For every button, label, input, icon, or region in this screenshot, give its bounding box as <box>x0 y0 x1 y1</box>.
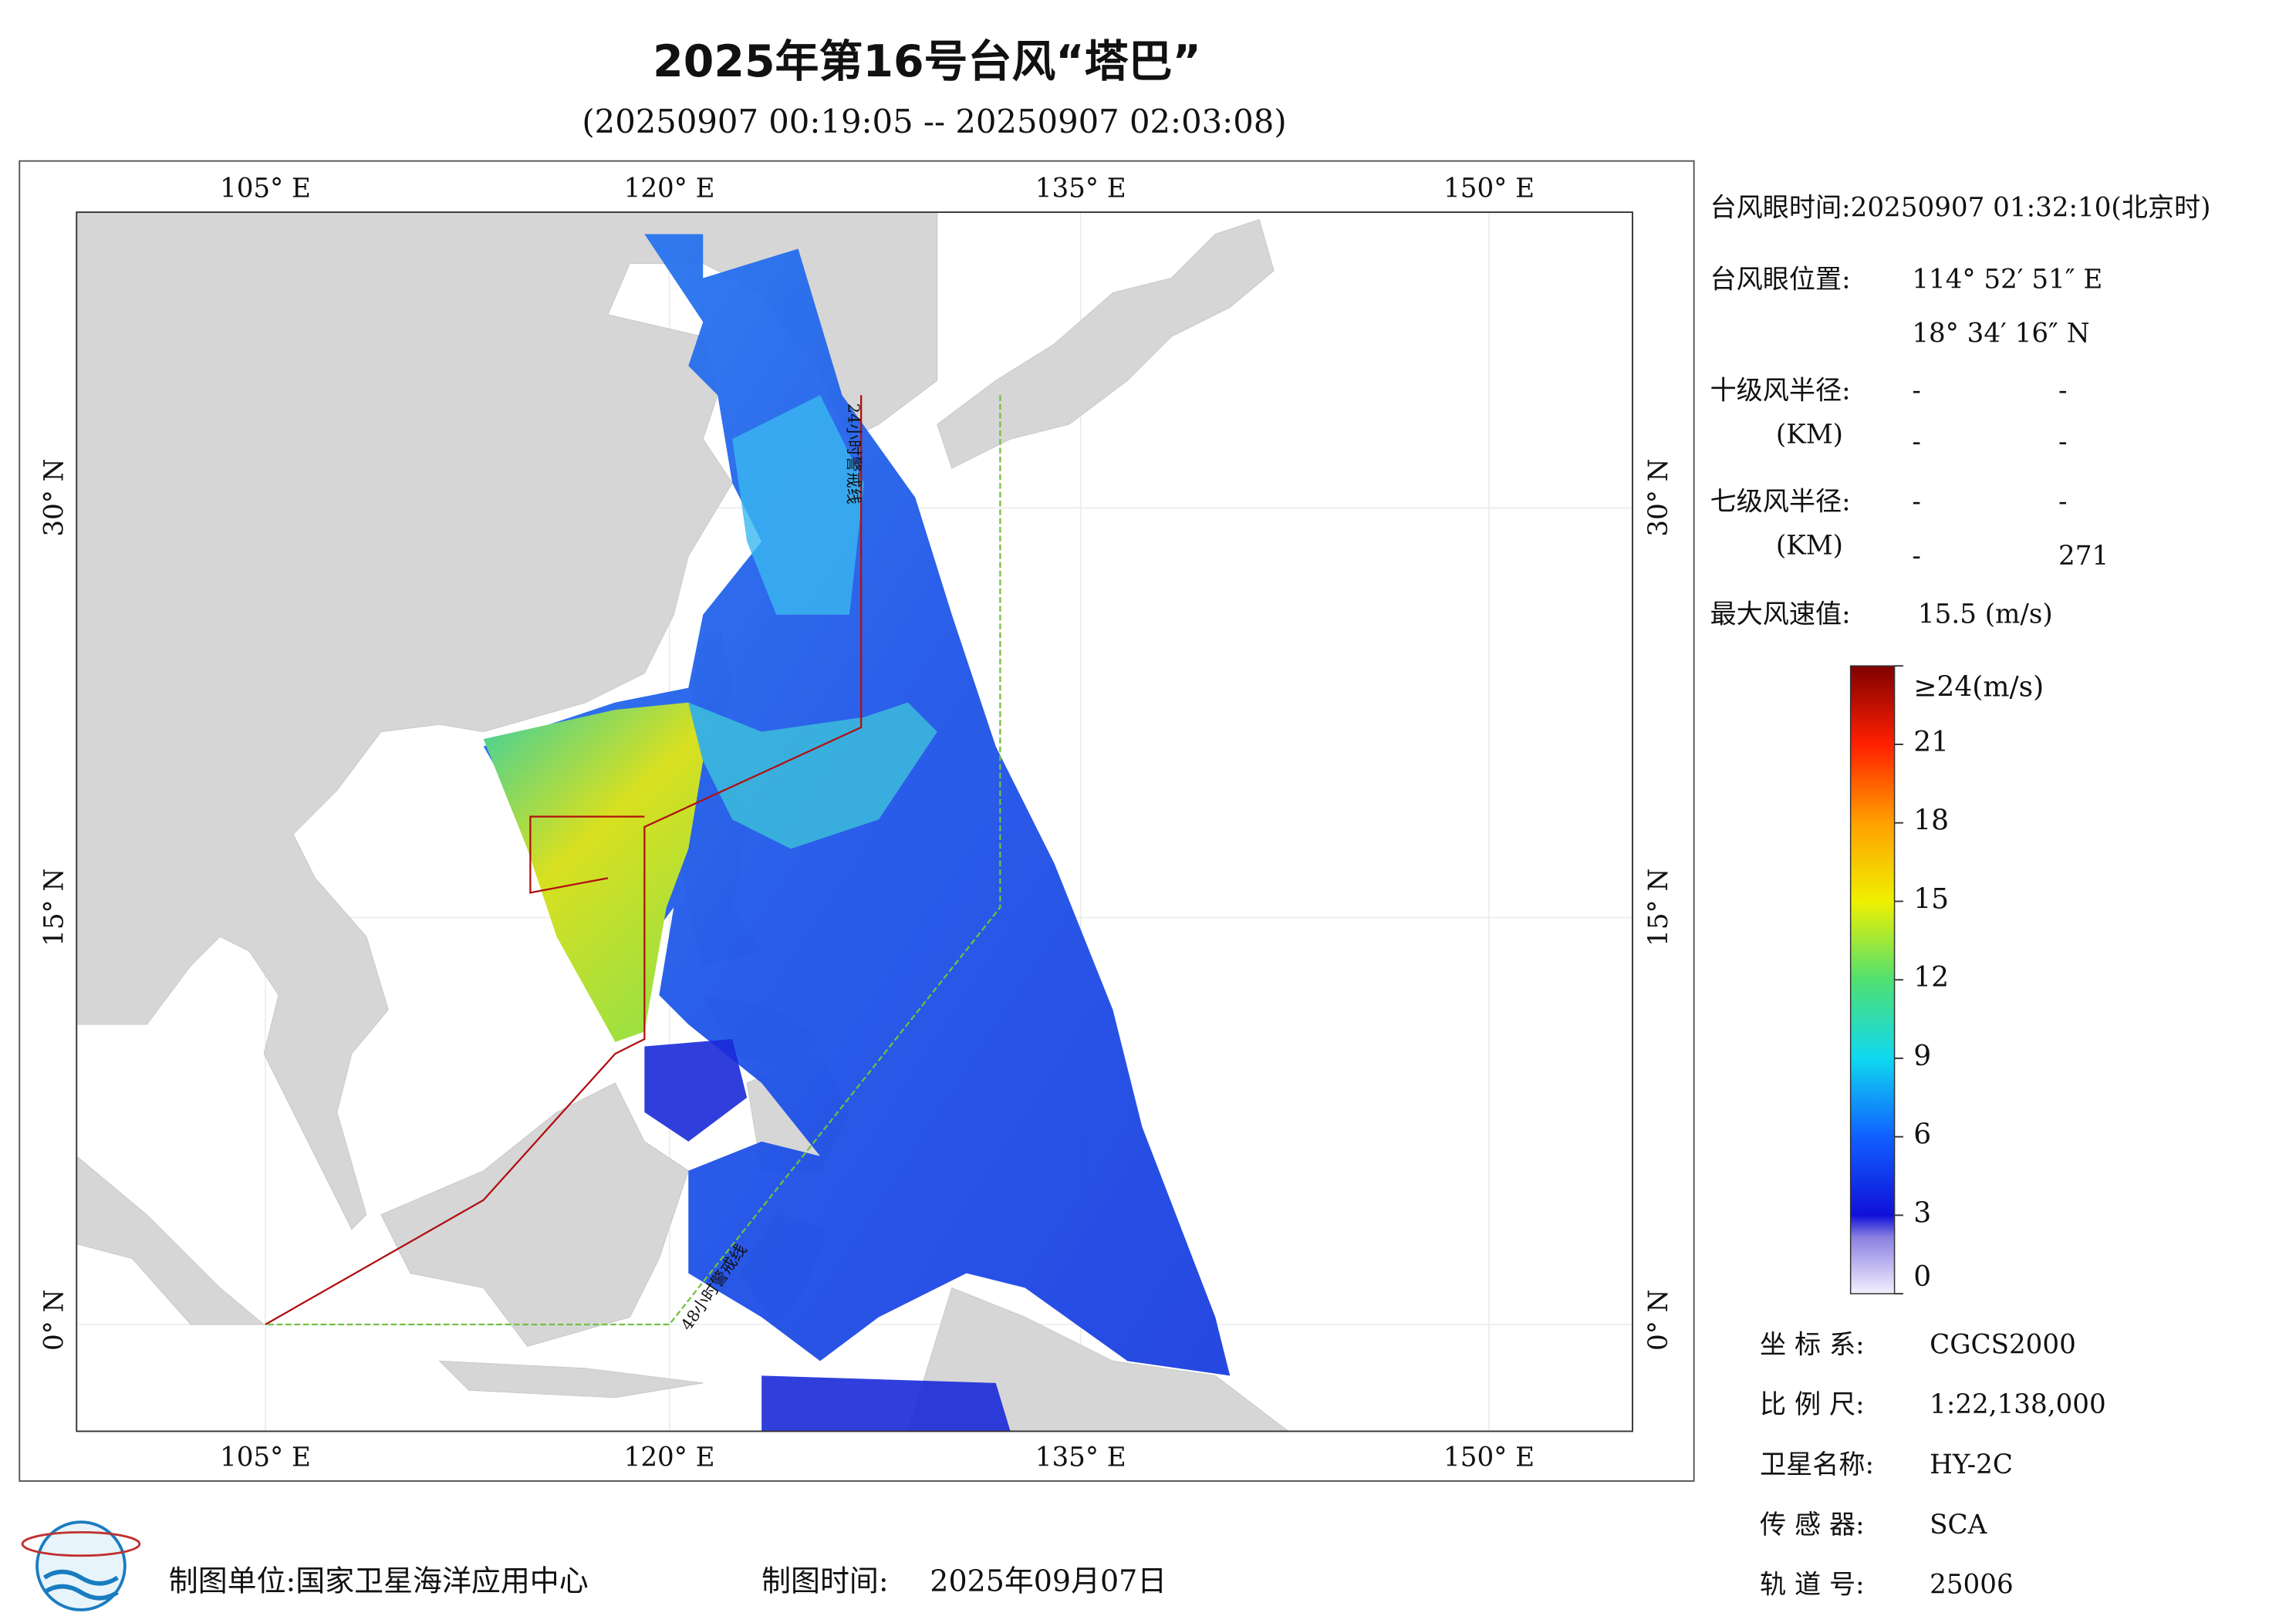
colorbar-label: 9 <box>1913 1041 1931 1072</box>
r7-value: 271 <box>2058 541 2109 572</box>
r7-value: - <box>1912 541 1921 572</box>
lat-label: 15° N <box>39 869 70 946</box>
lon-label: 135° E <box>1035 174 1126 204</box>
eye-lon: 114° 52′ 51″ E <box>1912 264 2102 295</box>
map: 24小时警戒线 48小时警戒线 <box>76 212 1633 1432</box>
logo <box>21 1520 141 1611</box>
meta-label: 卫星名称: <box>1760 1449 1874 1480</box>
r7-value: - <box>2058 487 2068 518</box>
lon-label: 150° E <box>1443 174 1535 204</box>
colorbar-label: ≥24(m/s) <box>1913 672 2044 704</box>
lon-label: 120° E <box>624 174 715 204</box>
meta-value: HY-2C <box>1930 1449 2013 1480</box>
km-label: (KM) <box>1776 531 1843 562</box>
footer-time-value: 2025年09月07日 <box>930 1564 1167 1598</box>
warning-24h: 24小时警戒线 <box>844 403 863 504</box>
max-wind-label: 最大风速值: <box>1710 599 1851 630</box>
lat-label: 0° N <box>1643 1290 1674 1351</box>
km-label: (KM) <box>1776 419 1843 450</box>
r10-value: - <box>1912 427 1921 457</box>
lon-label: 150° E <box>1443 1442 1535 1473</box>
lat-label: 0° N <box>39 1290 70 1351</box>
r10-value: - <box>1912 375 1921 406</box>
meta-label: 坐 标 系: <box>1760 1329 1865 1360</box>
r10-value: - <box>2058 375 2068 406</box>
colorbar-label: 18 <box>1913 805 1949 837</box>
lon-label: 105° E <box>220 174 311 204</box>
colorbar-label: 15 <box>1913 883 1949 915</box>
lon-label: 120° E <box>624 1442 715 1473</box>
r7-label: 七级风半径: <box>1710 487 1851 518</box>
colorbar-label: 12 <box>1913 962 1949 994</box>
r10-label: 十级风半径: <box>1710 375 1851 406</box>
eye-lat: 18° 34′ 16″ N <box>1912 318 2089 349</box>
meta-value: 25006 <box>1930 1570 2014 1601</box>
lon-label: 105° E <box>220 1442 311 1473</box>
meta-value: SCA <box>1930 1510 1987 1540</box>
info-panel: 台风眼时间:20250907 01:32:10(北京时) 台风眼位置: 114°… <box>1710 192 2211 629</box>
meta-panel: 坐 标 系: CGCS2000 比 例 尺: 1:22,138,000 卫星名称: HY-… <box>1760 1329 2106 1600</box>
eye-position-label: 台风眼位置: <box>1710 264 1851 295</box>
lon-label: 135° E <box>1035 1442 1126 1473</box>
colorbar-label: 21 <box>1913 727 1949 758</box>
map-frame <box>19 160 1695 1482</box>
colorbar-label: 3 <box>1913 1197 1931 1229</box>
footer-unit: 制图单位:国家卫星海洋应用中心 <box>169 1564 589 1598</box>
meta-label: 轨 道 号: <box>1760 1570 1865 1601</box>
meta-value: 1:22,138,000 <box>1930 1389 2106 1420</box>
r10-value: - <box>2058 427 2068 457</box>
meta-label: 传 感 器: <box>1760 1510 1865 1540</box>
subtitle: (20250907 00:19:05 -- 20250907 02:03:08) <box>582 103 1286 140</box>
footer-time-label: 制图时间: <box>761 1564 889 1598</box>
max-wind-value: 15.5 (m/s) <box>1918 599 2053 630</box>
title: 2025年第16号台风“塔巴” <box>653 36 1201 87</box>
meta-value: CGCS2000 <box>1930 1329 2076 1360</box>
r7-value: - <box>1912 487 1921 518</box>
lat-label: 15° N <box>1643 869 1674 946</box>
map-border <box>76 211 1633 1432</box>
colorbar-label: 0 <box>1913 1261 1931 1293</box>
lat-label: 30° N <box>1643 458 1674 536</box>
lat-label: 30° N <box>39 458 70 536</box>
colorbar <box>1849 665 1896 1294</box>
eye-time: 台风眼时间:20250907 01:32:10(北京时) <box>1710 192 2211 223</box>
colorbar-label: 6 <box>1913 1119 1931 1151</box>
meta-label: 比 例 尺: <box>1760 1389 1865 1420</box>
